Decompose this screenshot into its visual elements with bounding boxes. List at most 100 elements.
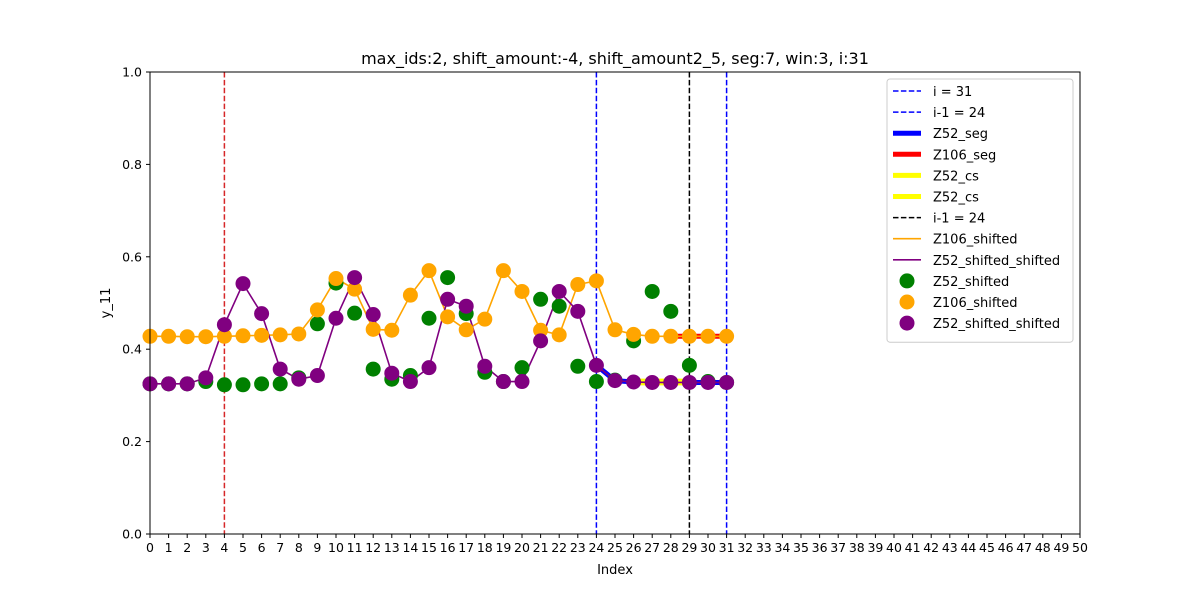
- point-z52-shifted-4: [216, 377, 232, 393]
- x-tick-label-6: 6: [258, 540, 266, 555]
- point-z106-shifted-5: [235, 328, 251, 344]
- x-tick-label-40: 40: [886, 540, 902, 555]
- point-z52-shifted-5: [235, 377, 251, 393]
- point-z52-shifted-21: [533, 291, 549, 307]
- point-z52-shifted-shifted-24: [588, 357, 604, 373]
- point-z106-shifted-9: [309, 302, 325, 318]
- point-z52-shifted-shifted-5: [235, 276, 251, 292]
- x-tick-label-29: 29: [681, 540, 697, 555]
- legend-z106-shifted-7-label: Z106_shifted: [933, 233, 1018, 248]
- x-tick-label-18: 18: [477, 540, 493, 555]
- y-tick-label-0.4: 0.4: [122, 342, 142, 357]
- x-tick-label-47: 47: [1016, 540, 1032, 555]
- point-z52-shifted-shifted-25: [607, 373, 623, 389]
- legend-z52-shifted-shifted-8-label: Z52_shifted_shifted: [933, 254, 1060, 269]
- point-z52-shifted-shifted-9: [309, 368, 325, 384]
- point-z106-shifted-2: [179, 329, 195, 345]
- legend-i-1-24-1-label: i-1 = 24: [933, 106, 985, 121]
- point-z106-shifted-10: [328, 271, 344, 287]
- x-tick-label-46: 46: [998, 540, 1014, 555]
- x-tick-label-8: 8: [295, 540, 303, 555]
- point-z106-shifted-22: [551, 327, 567, 343]
- point-z52-shifted-shifted-23: [570, 303, 586, 319]
- point-z52-shifted-27: [644, 283, 660, 299]
- y-tick-label-0.8: 0.8: [122, 157, 142, 172]
- point-z52-shifted-shifted-19: [495, 374, 511, 390]
- x-axis-label: Index: [597, 563, 633, 578]
- x-tick-label-1: 1: [165, 540, 173, 555]
- point-z106-shifted-14: [402, 287, 418, 303]
- x-tick-label-39: 39: [867, 540, 883, 555]
- point-z106-shifted-29: [681, 328, 697, 344]
- x-tick-label-34: 34: [774, 540, 790, 555]
- point-z106-shifted-24: [588, 273, 604, 289]
- legend-i-1-24-6-label: i-1 = 24: [933, 212, 985, 227]
- plot-area: [142, 71, 1081, 535]
- point-z106-shifted-27: [644, 328, 660, 344]
- x-tick-label-4: 4: [220, 540, 228, 555]
- x-tick-label-19: 19: [495, 540, 511, 555]
- point-z52-shifted-shifted-11: [347, 270, 363, 286]
- x-tick-label-27: 27: [644, 540, 660, 555]
- point-z106-shifted-4: [216, 328, 232, 344]
- point-z106-shifted-6: [254, 327, 270, 343]
- point-z52-shifted-shifted-30: [700, 374, 716, 390]
- point-z52-shifted-shifted-20: [514, 374, 530, 390]
- legend-z52-cs-5-label: Z52_cs: [933, 191, 979, 206]
- x-tick-label-31: 31: [719, 540, 735, 555]
- x-tick-label-21: 21: [533, 540, 549, 555]
- point-z52-shifted-29: [681, 357, 697, 373]
- point-z52-shifted-23: [570, 358, 586, 374]
- x-tick-label-41: 41: [905, 540, 921, 555]
- point-z106-shifted-8: [291, 326, 307, 342]
- point-z106-shifted-7: [272, 327, 288, 343]
- x-tick-label-33: 33: [756, 540, 772, 555]
- point-z52-shifted-shifted-7: [272, 361, 288, 377]
- point-z52-shifted-7: [272, 376, 288, 392]
- x-tick-label-30: 30: [700, 540, 716, 555]
- x-tick-label-15: 15: [421, 540, 437, 555]
- point-z52-shifted-24: [588, 374, 604, 390]
- point-z52-shifted-shifted-22: [551, 283, 567, 299]
- x-tick-label-9: 9: [313, 540, 321, 555]
- point-z52-shifted-shifted-4: [216, 317, 232, 333]
- point-z106-shifted-25: [607, 322, 623, 338]
- point-z106-shifted-12: [365, 321, 381, 337]
- x-tick-label-35: 35: [793, 540, 809, 555]
- point-z52-shifted-16: [440, 270, 456, 286]
- x-tick-label-0: 0: [146, 540, 154, 555]
- point-z52-shifted-shifted-10: [328, 310, 344, 326]
- x-tick-label-7: 7: [276, 540, 284, 555]
- point-z106-shifted-19: [495, 263, 511, 279]
- y-axis: 0.0 0.2 0.4 0.6 0.8 1.0: [122, 65, 150, 542]
- x-tick-label-20: 20: [514, 540, 530, 555]
- x-tick-label-22: 22: [551, 540, 567, 555]
- y-axis-label: y_11: [99, 288, 114, 319]
- x-tick-label-13: 13: [384, 540, 400, 555]
- x-tick-label-3: 3: [202, 540, 210, 555]
- point-z52-shifted-shifted-16: [440, 291, 456, 307]
- x-tick-label-42: 42: [923, 540, 939, 555]
- legend-z106-shifted-10-label: Z106_shifted: [933, 296, 1018, 311]
- x-tick-label-43: 43: [942, 540, 958, 555]
- point-z106-shifted-15: [421, 263, 437, 279]
- point-z52-shifted-shifted-26: [626, 374, 642, 390]
- legend-z52-shifted-shifted-11-label: Z52_shifted_shifted: [933, 317, 1060, 332]
- point-z52-shifted-6: [254, 376, 270, 392]
- x-tick-label-36: 36: [812, 540, 828, 555]
- legend-z52-shifted-shifted-11-marker: [899, 315, 915, 331]
- point-z106-shifted-20: [514, 283, 530, 299]
- point-z52-shifted-shifted-21: [533, 333, 549, 349]
- x-tick-label-23: 23: [570, 540, 586, 555]
- point-z52-shifted-20: [514, 360, 530, 376]
- x-tick-label-48: 48: [1035, 540, 1051, 555]
- chart-title: max_ids:2, shift_amount:-4, shift_amount…: [361, 49, 869, 69]
- point-z106-shifted-21: [533, 322, 549, 338]
- legend-z106-seg-3-label: Z106_seg: [933, 148, 996, 163]
- point-z106-shifted-26: [626, 326, 642, 342]
- x-tick-label-5: 5: [239, 540, 247, 555]
- x-tick-label-49: 49: [1053, 540, 1069, 555]
- point-z52-shifted-shifted-15: [421, 360, 437, 376]
- point-z52-shifted-15: [421, 310, 437, 326]
